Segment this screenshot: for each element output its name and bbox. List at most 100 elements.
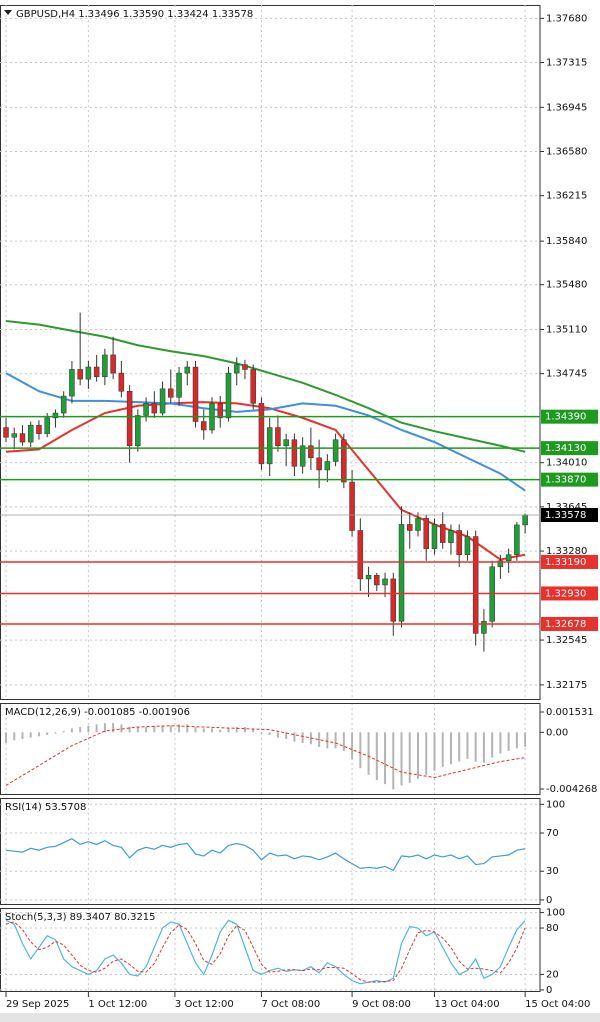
y-tick-label: 1.35480: [546, 280, 587, 291]
macd-bar: [153, 725, 156, 733]
candle-body: [118, 372, 125, 392]
macd-bar: [136, 727, 139, 733]
panel-frame: [0, 908, 541, 992]
candle-body: [225, 372, 232, 419]
candle-body: [497, 560, 504, 568]
macd-bar: [318, 732, 321, 747]
candle-body: [85, 366, 92, 380]
candle-body: [159, 388, 166, 414]
level-label-box: [541, 472, 598, 487]
current-price-box: [541, 507, 598, 522]
candle-body: [126, 390, 133, 446]
macd-bar: [178, 724, 181, 733]
macd-bar: [367, 732, 370, 775]
signal-line: [5, 725, 526, 786]
x-tick-label: 3 Oct 12:00: [175, 999, 234, 1010]
candle-body: [275, 427, 281, 446]
level-label: 1.34390: [545, 412, 586, 423]
macd-bar: [392, 732, 395, 790]
candle-body: [299, 445, 306, 467]
macd-bar: [70, 728, 73, 733]
candle-body: [390, 578, 397, 622]
y-tick-label: 0.00: [546, 727, 568, 738]
x-tick-label: 15 Oct 04:00: [525, 999, 590, 1010]
x-tick-label: 13 Oct 04:00: [434, 999, 499, 1010]
macd-bar: [359, 732, 362, 769]
y-tick-label: 100: [546, 908, 565, 919]
candle-body: [357, 530, 364, 580]
macd-bar: [408, 732, 411, 783]
macd-bar: [243, 727, 246, 733]
y-tick-label: 1.35110: [546, 324, 587, 335]
moving-average: [5, 320, 526, 453]
level-label: 1.33190: [545, 557, 586, 568]
macd-bar: [334, 732, 337, 749]
candle-body: [168, 388, 174, 398]
macd-bar: [515, 732, 518, 749]
macd-bar: [128, 727, 131, 733]
level-label-box: [541, 409, 598, 424]
level-label-box: [541, 554, 598, 569]
candle-body: [423, 518, 429, 549]
candle-body: [3, 427, 9, 438]
candle-body: [349, 481, 355, 531]
x-tick-label: 9 Oct 08:00: [352, 999, 411, 1010]
candle-body: [522, 514, 528, 526]
y-tick-label: 1.32175: [546, 680, 587, 691]
menu-arrow: [4, 10, 12, 15]
candle-body: [291, 439, 298, 467]
moving-average: [5, 372, 526, 492]
macd-bar: [202, 728, 205, 733]
level-label-box: [541, 616, 598, 631]
y-tick-label: 1.37315: [546, 58, 587, 69]
level-label: 1.32678: [545, 619, 586, 630]
panel-title: Stoch(5,3,3) 89.3407 80.3215: [5, 912, 156, 923]
macd-bar: [29, 732, 32, 738]
candle-body: [27, 424, 34, 443]
candle-body: [110, 354, 116, 374]
macd-bar: [425, 732, 428, 775]
candle-body: [341, 439, 347, 483]
panel-frame: [0, 703, 541, 795]
macd-bar: [219, 729, 222, 733]
candle-body: [93, 366, 100, 377]
candle-body: [258, 403, 265, 465]
panel-title: GBPUSD,H4 1.33496 1.33590 1.33424 1.3357…: [16, 9, 253, 20]
macd-bar: [21, 732, 24, 739]
stoch-signal: [5, 921, 526, 983]
level-label: 1.34130: [545, 443, 586, 454]
macd-bar: [326, 732, 329, 749]
macd-bar: [441, 732, 444, 767]
macd-bar: [474, 732, 477, 762]
candle-body: [151, 403, 158, 414]
candle-body: [308, 445, 314, 459]
macd-bar: [375, 732, 378, 781]
macd-bar: [524, 732, 527, 747]
macd-bar: [103, 723, 106, 733]
candle-body: [374, 575, 380, 586]
x-tick-label: 29 Sep 2025: [6, 999, 69, 1010]
x-tick-label: 1 Oct 12:00: [88, 999, 147, 1010]
macd-bar: [351, 732, 354, 759]
candle-body: [135, 415, 141, 446]
y-tick-label: 1.36580: [546, 147, 587, 158]
y-tick-label: 1.36945: [546, 102, 587, 113]
macd-bar: [301, 732, 304, 743]
macd-bar: [169, 725, 172, 733]
macd-bar: [276, 732, 279, 738]
candle-body: [102, 354, 108, 377]
candle-body: [407, 524, 413, 531]
x-tick-label: 7 Oct 08:00: [261, 999, 320, 1010]
candle-body: [316, 457, 322, 471]
y-tick-label: 100: [546, 799, 565, 810]
level-label-box: [541, 441, 598, 456]
rsi-line: [5, 838, 526, 872]
macd-bar: [46, 732, 49, 735]
level-label: 1.32930: [545, 588, 586, 599]
candle-body: [472, 536, 479, 634]
y-tick-label: 1.32545: [546, 635, 587, 646]
macd-bar: [268, 732, 271, 735]
macd-bar: [54, 732, 57, 734]
macd-bar: [37, 732, 40, 737]
